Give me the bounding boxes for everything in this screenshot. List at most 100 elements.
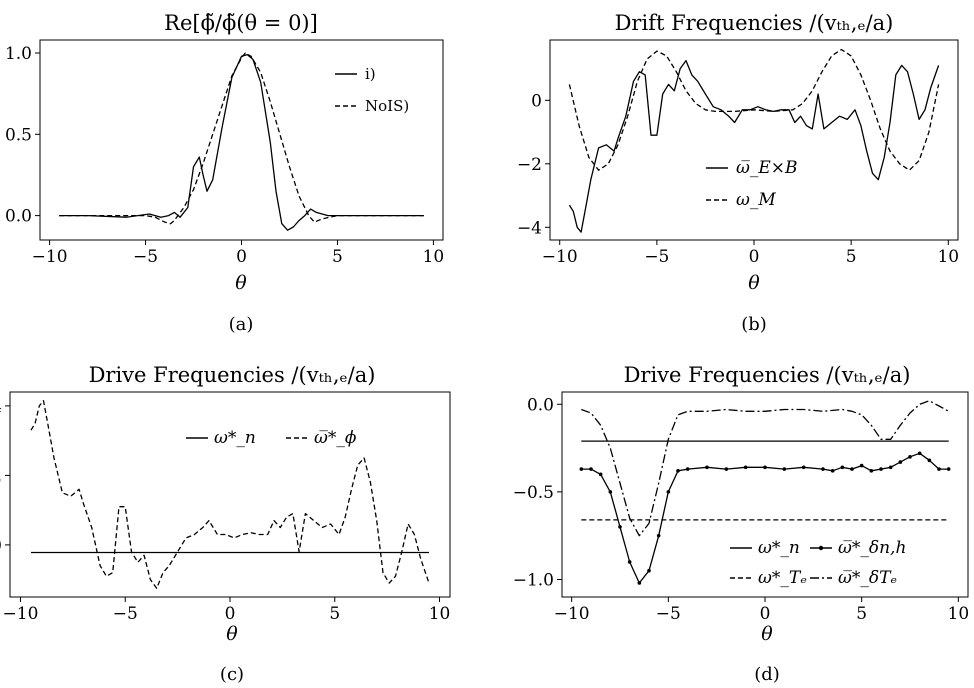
y-tick-label: 0 (0, 536, 2, 556)
series-group (59, 52, 424, 231)
series-1-line (59, 53, 424, 231)
y-tick-label: 0.0 (5, 207, 32, 227)
series-2-point (608, 490, 613, 494)
series-2-point (782, 467, 787, 471)
series-2-point (898, 460, 903, 464)
series-2-point (888, 465, 893, 470)
series-2-point (850, 467, 854, 471)
x-tick-label: 10 (423, 247, 445, 267)
x-tick-label: 10 (937, 247, 959, 267)
y-tick-label: −0.5 (513, 483, 554, 503)
panel-a-title: Re[ϕ̃/ϕ̃(θ = 0)] (164, 11, 318, 35)
plot-frame (549, 39, 959, 241)
legend: ω̅_E×B ω_M (706, 158, 798, 210)
x-tick-label: −5 (113, 604, 138, 624)
y-tick-label: −4 (517, 218, 542, 238)
panel-d-caption: (d) (754, 664, 780, 685)
x-tick-label: 0 (225, 604, 236, 624)
series-2-point (724, 467, 729, 471)
plot-frame (39, 39, 444, 241)
panel-d: Drive Frequencies /(vₜₕ,ₑ/a) θ (d) −10 −5… (513, 363, 969, 685)
legend-3-label: ω*_Tₑ (758, 568, 807, 588)
x-tick-label: −10 (32, 247, 68, 267)
legend: ω*_n ω̅*_δn,h ω*_Tₑ ω̅*_δTₑ (730, 538, 906, 588)
y-tick-label: −1.0 (513, 570, 554, 590)
series-2-point (666, 490, 671, 494)
series-2-point (627, 560, 632, 564)
series-2-point (869, 469, 874, 473)
y-tick-label: 1.0 (5, 44, 32, 64)
y-tick-label: −2 (517, 155, 542, 175)
panel-d-xlabel: θ (761, 623, 773, 645)
plot-frame (9, 391, 451, 598)
panel-a-xlabel: θ (235, 272, 247, 294)
x-tick-label: 0 (749, 247, 760, 267)
legend-1-label: ω*_n (758, 538, 800, 558)
legend: ω*_n ω̅*_ϕ (186, 428, 357, 448)
x-tick-label: −5 (644, 247, 669, 267)
legend-1-label: ω*_n (214, 428, 256, 448)
series-2-point (859, 463, 864, 468)
series-2-point (879, 467, 883, 471)
x-tick-label: −10 (554, 604, 590, 624)
series-2-point (637, 581, 642, 585)
series-2-point (908, 455, 912, 459)
series-2-point (917, 451, 922, 456)
y-tick-label: 4 (0, 397, 2, 417)
x-tick-label: 5 (332, 247, 343, 267)
series-2-point (656, 533, 661, 538)
panel-c-caption: (c) (220, 664, 244, 685)
series-2-point (676, 469, 680, 473)
series-group (568, 48, 940, 233)
legend-2-label: NoIS) (365, 97, 409, 115)
series-4-line (581, 400, 950, 537)
series-2-point (705, 465, 709, 470)
series-2-point (618, 525, 622, 529)
panel-b: Drift Frequencies /(vₜₕ,ₑ/a) θ (b) −10 −5… (517, 11, 959, 335)
x-tick-label: 10 (948, 604, 970, 624)
legend-1-label: ω̅_E×B (736, 158, 798, 178)
x-tick-label: 0 (236, 247, 247, 267)
series-2-point (685, 467, 690, 471)
series-2-point (579, 467, 584, 471)
y-tick-label: 0 (531, 91, 542, 111)
panel-a-caption: (a) (229, 314, 254, 335)
series-2-line (568, 48, 940, 171)
x-tick-label: −10 (3, 604, 39, 624)
series-2-point (598, 472, 603, 477)
legend-2-label: ω̅*_δn,h (838, 538, 906, 558)
x-tick-label: −5 (656, 604, 681, 624)
y-tick-label: 0.5 (5, 125, 32, 145)
series-2-point (946, 467, 951, 471)
y-tick-label: 2 (0, 466, 2, 486)
series-2-point (647, 568, 651, 573)
series-group (30, 400, 430, 589)
x-tick-label: 10 (429, 604, 451, 624)
panel-c: Drive Frequencies /(vₜₕ,ₑ/a) θ (c) −10 −5… (0, 363, 451, 685)
panel-a: Re[ϕ̃/ϕ̃(θ = 0)] θ (a) −10 −5 0 5 10 0.0 0.5 1.… (5, 11, 444, 335)
series-2-line (59, 52, 424, 225)
legend-2-label: ω̅*_ϕ (314, 428, 357, 448)
legend-2-marker (818, 545, 824, 551)
x-tick-label: −10 (542, 247, 578, 267)
panel-b-title: Drift Frequencies /(vₜₕ,ₑ/a) (615, 11, 894, 35)
x-tick-label: 5 (846, 247, 857, 267)
y-tick-label: 0.0 (527, 395, 554, 415)
series-2-point (927, 458, 932, 463)
legend-1-label: i) (365, 65, 376, 83)
series-2-point (763, 465, 767, 470)
panel-b-caption: (b) (741, 314, 767, 335)
series-2-point (840, 465, 845, 470)
series-group (579, 400, 951, 585)
series-2-line (581, 452, 949, 584)
legend-2-label: ω_M (736, 190, 776, 210)
panel-c-title: Drive Frequencies /(vₜₕ,ₑ/a) (89, 363, 376, 387)
x-tick-label: −5 (133, 247, 158, 267)
series-2-point (743, 465, 748, 470)
series-2-point (937, 467, 941, 471)
x-tick-label: 5 (329, 604, 340, 624)
panel-d-title: Drive Frequencies /(vₜₕ,ₑ/a) (624, 363, 911, 387)
x-tick-label: 5 (856, 604, 867, 624)
series-2-point (801, 465, 806, 470)
